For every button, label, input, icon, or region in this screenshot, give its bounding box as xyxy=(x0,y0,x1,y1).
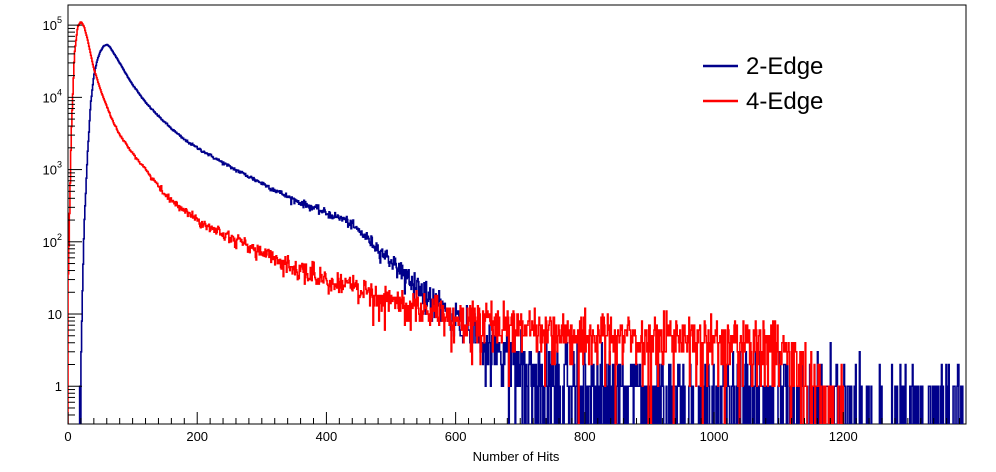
y-tick-exponent: 3 xyxy=(57,160,62,170)
y-tick-label: 1 xyxy=(55,379,62,394)
series-layer xyxy=(68,21,964,424)
y-tick-label: 102 xyxy=(43,232,62,250)
y-tick-base: 10 xyxy=(43,163,57,178)
y-tick-label: 103 xyxy=(43,160,62,178)
x-tick-label: 1200 xyxy=(829,429,858,444)
series-line-4-edge xyxy=(68,21,845,424)
y-tick-base: 10 xyxy=(48,307,62,322)
x-axis-title: Number of Hits xyxy=(473,449,560,464)
x-tick-label: 0 xyxy=(64,429,71,444)
y-tick-base: 10 xyxy=(43,90,57,105)
y-tick-label: 104 xyxy=(43,87,62,105)
y-tick-base: 10 xyxy=(43,18,57,33)
x-tick-label: 800 xyxy=(574,429,596,444)
y-tick-exponent: 4 xyxy=(57,87,62,97)
x-tick-label: 600 xyxy=(445,429,467,444)
y-tick-exponent: 2 xyxy=(57,232,62,242)
x-tick-label: 400 xyxy=(316,429,338,444)
x-tick-label: 1000 xyxy=(700,429,729,444)
y-tick-base: 10 xyxy=(43,235,57,250)
y-tick-label: 105 xyxy=(43,15,62,33)
x-tick-label: 200 xyxy=(186,429,208,444)
legend: 2-Edge 4-Edge xyxy=(703,53,823,115)
y-tick-exponent: 5 xyxy=(57,15,62,25)
y-tick-label: 10 xyxy=(48,307,62,322)
legend-label-4-edge: 4-Edge xyxy=(746,88,823,115)
legend-label-2-edge: 2-Edge xyxy=(746,53,823,80)
y-tick-base: 1 xyxy=(55,379,62,394)
